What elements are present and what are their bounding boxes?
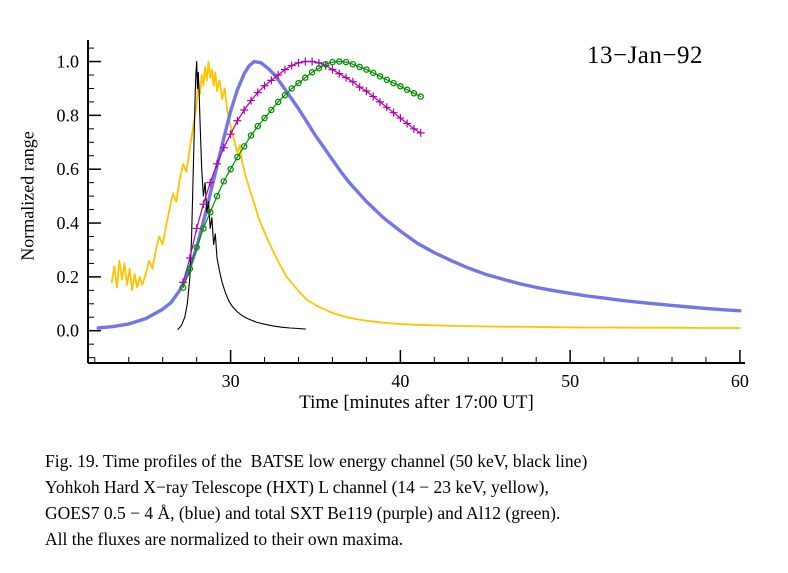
circle-marker (403, 86, 411, 94)
plus-marker (185, 254, 194, 263)
circle-marker (288, 85, 295, 92)
plus-marker (382, 103, 391, 112)
plus-marker (308, 57, 317, 66)
series-line-yohkoh-hxt-l-channel-14-23-kev- (110, 60, 741, 329)
plus-marker (260, 81, 269, 90)
plus-marker (328, 65, 337, 74)
circle-marker (200, 225, 207, 232)
circle-marker (193, 244, 200, 251)
plus-marker (287, 61, 296, 70)
plot-area (96, 57, 742, 330)
plus-marker (409, 124, 418, 133)
circle-marker (227, 165, 234, 173)
plus-marker (348, 77, 357, 86)
x-tick-label: 60 (731, 371, 749, 391)
plus-marker (355, 83, 364, 92)
y-tick-label: 1.0 (57, 52, 80, 72)
circle-marker (383, 76, 391, 84)
plus-marker (199, 200, 208, 209)
circle-marker (322, 60, 329, 68)
circle-marker (342, 58, 350, 66)
chart: 30 40 50 60 0.0 0.2 0.4 0.6 0.8 1.0 Normalized ra… (17, 40, 749, 413)
circle-marker (329, 58, 336, 66)
chart-canvas: 30 40 50 60 0.0 0.2 0.4 0.6 0.8 1.0 (57, 40, 749, 391)
plus-marker (274, 70, 283, 79)
plus-marker (416, 128, 425, 137)
x-tick-label: 40 (391, 371, 409, 391)
plus-marker (226, 130, 235, 139)
plus-marker (233, 116, 242, 125)
circle-marker (417, 93, 424, 100)
circle-marker (356, 63, 363, 71)
circle-marker (349, 60, 357, 68)
plus-marker (376, 97, 384, 106)
caption-line-3: GOES7 0.5 − 4 Å, (blue) and total SXT Be… (45, 503, 561, 523)
plus-marker (335, 69, 344, 78)
circle-marker (281, 91, 289, 99)
caption-line-2: Yohkoh Hard X−ray Telescope (HXT) L chan… (45, 477, 549, 497)
plus-marker (246, 96, 255, 105)
y-tick-label: 0.4 (57, 213, 80, 233)
series-line-sxt-be119 (182, 60, 422, 283)
plus-marker (253, 88, 262, 97)
circle-marker (274, 98, 282, 106)
y-axis-title: Normalized range (17, 131, 38, 261)
y-tick-label: 0.8 (57, 105, 80, 125)
circle-marker (206, 209, 214, 216)
circle-marker (369, 69, 377, 77)
circle-marker (376, 73, 384, 80)
plus-marker (240, 105, 249, 114)
circle-marker (247, 132, 255, 139)
plus-marker (213, 159, 222, 168)
circle-marker (336, 58, 343, 65)
y-tick-label: 0.6 (57, 159, 80, 179)
x-axis-title: Time [minutes after 17:00 UT] (299, 392, 534, 413)
plus-marker (280, 65, 289, 74)
plus-marker (206, 178, 215, 187)
plus-marker (389, 108, 398, 117)
x-tick-label: 30 (222, 371, 240, 391)
plus-marker (362, 87, 371, 96)
plus-marker (369, 92, 378, 101)
date-annotation: 13−Jan−92 (586, 42, 703, 69)
x-tick-label: 50 (561, 371, 579, 391)
circle-marker (363, 66, 370, 73)
caption-line-4: All the fluxes are normalized to their o… (45, 529, 404, 549)
plus-marker (294, 58, 303, 67)
y-tick-label: 0.2 (57, 267, 80, 287)
circle-marker (268, 106, 275, 114)
caption-line-1: Fig. 19. Time profiles of the BATSE low … (45, 451, 588, 471)
series-line-batse-low-energy-channel-50-kev- (177, 60, 306, 330)
circle-marker (315, 65, 323, 72)
plus-marker (396, 114, 405, 123)
circle-marker (308, 69, 316, 76)
circle-marker (410, 90, 418, 97)
plus-marker (219, 143, 228, 152)
circle-marker (213, 192, 221, 200)
circle-marker (302, 74, 309, 81)
plus-marker (301, 57, 310, 66)
y-tick-label: 0.0 (57, 321, 80, 341)
plus-marker (403, 119, 412, 128)
circle-marker (295, 79, 302, 87)
circle-marker (179, 284, 187, 291)
plus-marker (192, 224, 201, 233)
circle-marker (390, 79, 397, 87)
series-line-goes7-0-5-4-a (96, 59, 742, 330)
circle-marker (261, 114, 268, 122)
circle-marker (234, 153, 241, 161)
circle-marker (240, 143, 248, 150)
circle-marker (397, 83, 404, 90)
plus-marker (342, 73, 351, 82)
plus-marker (267, 76, 276, 85)
series-line-sxt-al12 (182, 60, 422, 289)
figure-caption: Fig. 19. Time profiles of the BATSE low … (45, 448, 745, 552)
circle-marker (186, 265, 194, 273)
circle-marker (220, 178, 228, 185)
circle-marker (254, 122, 262, 130)
